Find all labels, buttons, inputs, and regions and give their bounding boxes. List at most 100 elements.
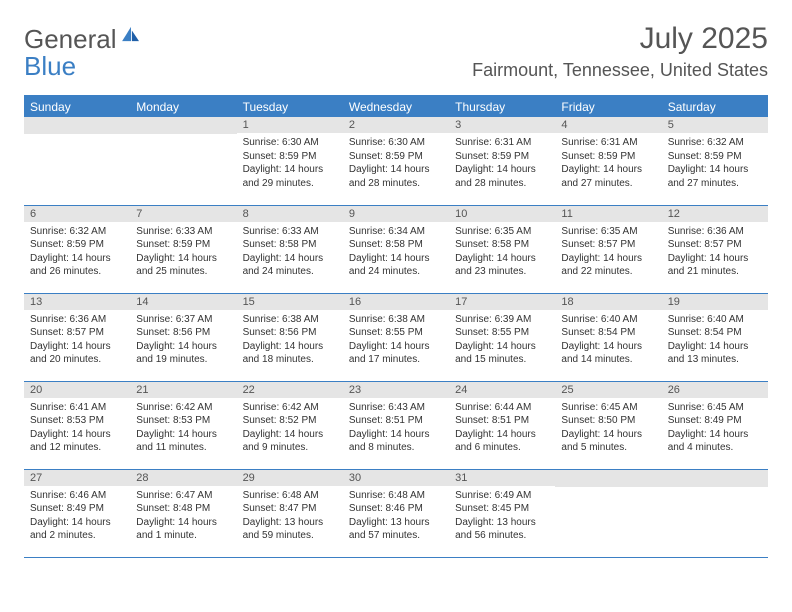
day-number: 28	[130, 470, 236, 486]
sunrise-text: Sunrise: 6:34 AM	[349, 225, 443, 239]
header: GeneralBlue July 2025 Fairmount, Tenness…	[24, 22, 768, 81]
sunset-text: Sunset: 8:55 PM	[349, 326, 443, 340]
day-of-week-row: SundayMondayTuesdayWednesdayThursdayFrid…	[24, 96, 768, 117]
sunset-text: Sunset: 8:53 PM	[136, 414, 230, 428]
day-number: 20	[24, 382, 130, 398]
calendar-day-cell: 31Sunrise: 6:49 AMSunset: 8:45 PMDayligh…	[449, 469, 555, 557]
day-number: 1	[237, 117, 343, 133]
day-number: 9	[343, 206, 449, 222]
day-number: 13	[24, 294, 130, 310]
day-number: 4	[555, 117, 661, 133]
day-content: Sunrise: 6:42 AMSunset: 8:53 PMDaylight:…	[130, 398, 236, 461]
sunset-text: Sunset: 8:55 PM	[455, 326, 549, 340]
day-content: Sunrise: 6:43 AMSunset: 8:51 PMDaylight:…	[343, 398, 449, 461]
day-number: 22	[237, 382, 343, 398]
daylight-text: Daylight: 14 hours and 15 minutes.	[455, 340, 549, 367]
day-content: Sunrise: 6:39 AMSunset: 8:55 PMDaylight:…	[449, 310, 555, 373]
day-content: Sunrise: 6:46 AMSunset: 8:49 PMDaylight:…	[24, 486, 130, 549]
sunrise-text: Sunrise: 6:42 AM	[243, 401, 337, 415]
daylight-text: Daylight: 14 hours and 13 minutes.	[668, 340, 762, 367]
sunrise-text: Sunrise: 6:44 AM	[455, 401, 549, 415]
sunset-text: Sunset: 8:59 PM	[561, 150, 655, 164]
month-title: July 2025	[472, 22, 768, 56]
daylight-text: Daylight: 14 hours and 4 minutes.	[668, 428, 762, 455]
day-content: Sunrise: 6:48 AMSunset: 8:46 PMDaylight:…	[343, 486, 449, 549]
sunset-text: Sunset: 8:59 PM	[136, 238, 230, 252]
daylight-text: Daylight: 14 hours and 5 minutes.	[561, 428, 655, 455]
daylight-text: Daylight: 14 hours and 28 minutes.	[455, 163, 549, 190]
sunrise-text: Sunrise: 6:49 AM	[455, 489, 549, 503]
daylight-text: Daylight: 14 hours and 6 minutes.	[455, 428, 549, 455]
day-of-week-header: Thursday	[449, 96, 555, 117]
day-of-week-header: Tuesday	[237, 96, 343, 117]
day-content: Sunrise: 6:38 AMSunset: 8:55 PMDaylight:…	[343, 310, 449, 373]
sunset-text: Sunset: 8:47 PM	[243, 502, 337, 516]
sunrise-text: Sunrise: 6:33 AM	[136, 225, 230, 239]
calendar-day-cell: 4Sunrise: 6:31 AMSunset: 8:59 PMDaylight…	[555, 117, 661, 205]
day-number: 2	[343, 117, 449, 133]
sunset-text: Sunset: 8:58 PM	[243, 238, 337, 252]
calendar-day-cell: 1Sunrise: 6:30 AMSunset: 8:59 PMDaylight…	[237, 117, 343, 205]
sunrise-text: Sunrise: 6:30 AM	[349, 136, 443, 150]
calendar-week-row: 27Sunrise: 6:46 AMSunset: 8:49 PMDayligh…	[24, 469, 768, 557]
daylight-text: Daylight: 14 hours and 27 minutes.	[561, 163, 655, 190]
sunset-text: Sunset: 8:54 PM	[561, 326, 655, 340]
sunrise-text: Sunrise: 6:48 AM	[243, 489, 337, 503]
daylight-text: Daylight: 14 hours and 8 minutes.	[349, 428, 443, 455]
sunset-text: Sunset: 8:59 PM	[668, 150, 762, 164]
sunrise-text: Sunrise: 6:48 AM	[349, 489, 443, 503]
daylight-text: Daylight: 14 hours and 22 minutes.	[561, 252, 655, 279]
day-number: 24	[449, 382, 555, 398]
calendar-body: 1Sunrise: 6:30 AMSunset: 8:59 PMDaylight…	[24, 117, 768, 557]
daylight-text: Daylight: 14 hours and 29 minutes.	[243, 163, 337, 190]
logo-word-general: General	[24, 24, 117, 54]
sunrise-text: Sunrise: 6:39 AM	[455, 313, 549, 327]
sunset-text: Sunset: 8:51 PM	[455, 414, 549, 428]
sunset-text: Sunset: 8:45 PM	[455, 502, 549, 516]
sunset-text: Sunset: 8:50 PM	[561, 414, 655, 428]
day-content: Sunrise: 6:44 AMSunset: 8:51 PMDaylight:…	[449, 398, 555, 461]
daylight-text: Daylight: 14 hours and 12 minutes.	[30, 428, 124, 455]
sunrise-text: Sunrise: 6:31 AM	[561, 136, 655, 150]
day-content: Sunrise: 6:31 AMSunset: 8:59 PMDaylight:…	[449, 133, 555, 196]
calendar-day-cell: 30Sunrise: 6:48 AMSunset: 8:46 PMDayligh…	[343, 469, 449, 557]
day-content: Sunrise: 6:32 AMSunset: 8:59 PMDaylight:…	[662, 133, 768, 196]
daylight-text: Daylight: 14 hours and 26 minutes.	[30, 252, 124, 279]
calendar-day-cell: 16Sunrise: 6:38 AMSunset: 8:55 PMDayligh…	[343, 293, 449, 381]
daylight-text: Daylight: 14 hours and 21 minutes.	[668, 252, 762, 279]
day-of-week-header: Friday	[555, 96, 661, 117]
day-content: Sunrise: 6:36 AMSunset: 8:57 PMDaylight:…	[24, 310, 130, 373]
day-content: Sunrise: 6:33 AMSunset: 8:58 PMDaylight:…	[237, 222, 343, 285]
daylight-text: Daylight: 14 hours and 27 minutes.	[668, 163, 762, 190]
sunset-text: Sunset: 8:59 PM	[455, 150, 549, 164]
sunset-text: Sunset: 8:49 PM	[668, 414, 762, 428]
sunset-text: Sunset: 8:52 PM	[243, 414, 337, 428]
sunrise-text: Sunrise: 6:33 AM	[243, 225, 337, 239]
day-number: 25	[555, 382, 661, 398]
calendar-day-cell	[24, 117, 130, 205]
daylight-text: Daylight: 14 hours and 24 minutes.	[243, 252, 337, 279]
day-content: Sunrise: 6:34 AMSunset: 8:58 PMDaylight:…	[343, 222, 449, 285]
day-content: Sunrise: 6:45 AMSunset: 8:49 PMDaylight:…	[662, 398, 768, 461]
sunset-text: Sunset: 8:53 PM	[30, 414, 124, 428]
daylight-text: Daylight: 14 hours and 19 minutes.	[136, 340, 230, 367]
daylight-text: Daylight: 14 hours and 14 minutes.	[561, 340, 655, 367]
day-of-week-header: Sunday	[24, 96, 130, 117]
calendar-day-cell: 20Sunrise: 6:41 AMSunset: 8:53 PMDayligh…	[24, 381, 130, 469]
daylight-text: Daylight: 14 hours and 28 minutes.	[349, 163, 443, 190]
calendar-day-cell: 13Sunrise: 6:36 AMSunset: 8:57 PMDayligh…	[24, 293, 130, 381]
sunrise-text: Sunrise: 6:45 AM	[561, 401, 655, 415]
sunrise-text: Sunrise: 6:38 AM	[243, 313, 337, 327]
day-number: 7	[130, 206, 236, 222]
daylight-text: Daylight: 14 hours and 17 minutes.	[349, 340, 443, 367]
sunrise-text: Sunrise: 6:30 AM	[243, 136, 337, 150]
day-of-week-header: Saturday	[662, 96, 768, 117]
day-content: Sunrise: 6:31 AMSunset: 8:59 PMDaylight:…	[555, 133, 661, 196]
sunset-text: Sunset: 8:59 PM	[30, 238, 124, 252]
daylight-text: Daylight: 14 hours and 9 minutes.	[243, 428, 337, 455]
calendar-day-cell: 23Sunrise: 6:43 AMSunset: 8:51 PMDayligh…	[343, 381, 449, 469]
calendar-day-cell	[662, 469, 768, 557]
calendar-day-cell: 10Sunrise: 6:35 AMSunset: 8:58 PMDayligh…	[449, 205, 555, 293]
day-content: Sunrise: 6:40 AMSunset: 8:54 PMDaylight:…	[662, 310, 768, 373]
location: Fairmount, Tennessee, United States	[472, 60, 768, 81]
